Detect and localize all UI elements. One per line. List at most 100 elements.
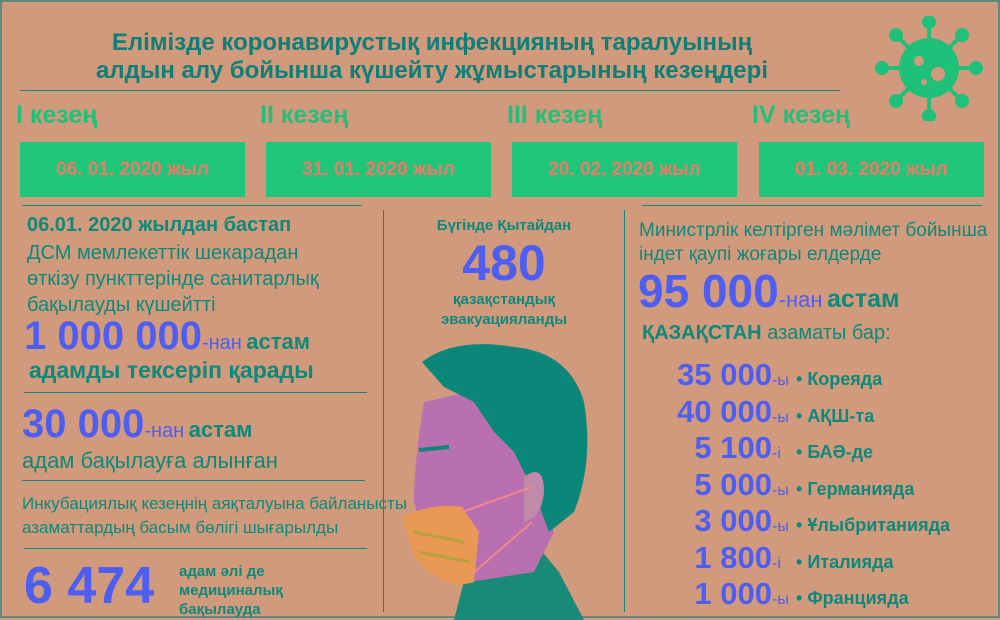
text-line: бақылауды күшейтті: [27, 294, 216, 316]
stage-2-date: 31. 01. 2020 жыл: [266, 142, 491, 197]
stage-1-date: 06. 01. 2020 жыл: [20, 142, 245, 197]
row-suffix: -ы: [772, 481, 789, 499]
text-line: Инкубациялық кезеңнің аяқталуына байланы…: [22, 494, 408, 513]
title-line-2: алдын алу бойынша күшейту жұмыстарының к…: [96, 57, 768, 84]
row-suffix: -і: [772, 554, 781, 572]
row-country: • БАӘ-де: [796, 442, 976, 463]
row-suffix: -ы: [772, 591, 789, 608]
divider: [24, 548, 367, 549]
evacuated-intro: Бүгінде Қытайдан: [436, 217, 572, 234]
bullet-icon: •: [796, 478, 808, 499]
right-text: Министрлік келтірген мәлімет бойынша інд…: [639, 219, 987, 267]
text-line: індет қаупі жоғары елдерде: [639, 244, 882, 265]
country-row: 5 100 -і • БАӘ-де: [636, 430, 976, 466]
text-line: медициналық: [179, 582, 283, 599]
citizens-text: азаматы бар:: [767, 322, 891, 344]
stat-suffix: -нан: [778, 287, 823, 312]
stat-suffix: -нан: [144, 420, 185, 442]
row-number: 40 000: [677, 393, 772, 429]
title-line-1: Елімізде коронавирустық инфекцияның тара…: [111, 29, 753, 56]
country-label: АҚШ-та: [807, 405, 875, 426]
bullet-icon: •: [796, 515, 808, 535]
text-line: бақылауда: [179, 601, 261, 618]
country-label: Кореяда: [807, 369, 883, 389]
row-suffix: -і: [772, 445, 781, 462]
stage-4-date: 01. 03. 2020 жыл: [759, 142, 984, 197]
virus-icon: [875, 16, 983, 121]
stat-word: астам: [827, 285, 900, 313]
country-label: Италияда: [807, 551, 894, 572]
stage-1-label: I кезең: [16, 101, 98, 129]
row-number: 1 800: [694, 539, 772, 575]
evacuated-text: қазақстандық эвакуацияланды: [384, 290, 624, 330]
row-suffix: -ы: [772, 372, 789, 389]
divider: [20, 90, 840, 91]
masked-person-illustration: [402, 344, 588, 620]
stage-2-label: II кезең: [260, 101, 349, 129]
left-heading: 06.01. 2020 жылдан бастап: [27, 214, 292, 236]
stat-abroad: 95 000-нан астам: [638, 264, 899, 318]
stat-checked: 1 000 000-нан астам: [24, 314, 310, 359]
row-country: • АҚШ-та: [796, 406, 976, 427]
row-country: • Кореяда: [796, 369, 976, 390]
text-line: Министрлік келтірген мәлімет бойынша: [639, 220, 988, 241]
divider: [22, 480, 365, 481]
country-row: 35 000 -ы • Кореяда: [636, 357, 976, 393]
country-row: 1 800 -і • Италияда: [636, 540, 976, 576]
text-line: қазақстандық: [452, 291, 556, 308]
bullet-icon: •: [796, 442, 808, 462]
stat-monitored-text: адам бақылауға алынған: [22, 448, 278, 473]
row-suffix: -ы: [772, 518, 789, 535]
citizens-line: ҚАЗАҚСТАН азаматы бар:: [642, 322, 891, 345]
text-line: өткізу пункттерінде санитарлық: [27, 268, 319, 290]
row-number: 5 100: [694, 430, 772, 465]
country-label: БАӘ-де: [807, 442, 874, 462]
text-line: адам әлі де: [179, 563, 265, 580]
country-label: Ұлыбританияда: [807, 515, 951, 535]
stat-number: 1 000 000: [24, 314, 202, 358]
stage-3-date: 20. 02. 2020 жыл: [512, 142, 737, 197]
stat-word: астам: [188, 417, 253, 442]
country-row: 3 000 -ы • Ұлыбританияда: [636, 503, 976, 539]
divider: [624, 210, 625, 612]
row-country: • Италияда: [796, 552, 976, 573]
row-country: • Ұлыбританияда: [796, 515, 976, 536]
country-row: 40 000 -ы • АҚШ-та: [636, 394, 976, 430]
bullet-icon: •: [796, 588, 808, 608]
stat-word: астам: [246, 329, 311, 354]
stat-suffix: -нан: [201, 332, 242, 354]
stat-number: 30 000: [22, 402, 145, 446]
row-number: 3 000: [694, 503, 772, 538]
divider: [24, 392, 367, 393]
row-number: 35 000: [677, 357, 772, 392]
row-country: • Германияда: [796, 479, 976, 500]
bullet-icon: •: [796, 369, 808, 389]
evacuated-number: 480: [462, 235, 546, 291]
divider: [383, 210, 384, 612]
row-number: 5 000: [694, 466, 772, 502]
country-row: 1 000 -ы • Францияда: [636, 576, 976, 612]
row-country: • Францияда: [796, 588, 976, 609]
bullet-icon: •: [796, 551, 808, 572]
divider: [22, 205, 362, 206]
stat-number: 95 000: [638, 265, 779, 317]
country-row: 5 000 -ы • Германияда: [636, 467, 976, 503]
stat-monitored: 30 000-нан астам: [22, 402, 252, 447]
country-label: Францияда: [807, 588, 909, 608]
country-name: ҚАЗАҚСТАН: [642, 322, 762, 344]
country-label: Германияда: [807, 478, 915, 499]
text-line: эвакуацияланды: [440, 311, 568, 328]
row-number: 1 000: [694, 576, 772, 611]
stat-under-observation-text: адам әлі де медициналық бақылауда: [179, 562, 283, 619]
divider: [642, 205, 982, 206]
stage-3-label: III кезең: [507, 101, 603, 129]
stage-4-label: IV кезең: [752, 101, 851, 129]
incubation-text: Инкубациялық кезеңнің аяқталуына байланы…: [22, 492, 407, 540]
stat-checked-text: адамды тексеріп қарады: [29, 357, 314, 383]
row-suffix: -ы: [772, 408, 789, 426]
text-line: азаматтардың басым бөлігі шығарылды: [22, 518, 339, 537]
bullet-icon: •: [796, 405, 808, 426]
left-text: ДСМ мемлекеттік шекарадан өткізу пунктте…: [27, 240, 319, 318]
text-line: ДСМ мемлекеттік шекарадан: [27, 242, 299, 264]
stat-under-observation: 6 474: [24, 557, 155, 615]
